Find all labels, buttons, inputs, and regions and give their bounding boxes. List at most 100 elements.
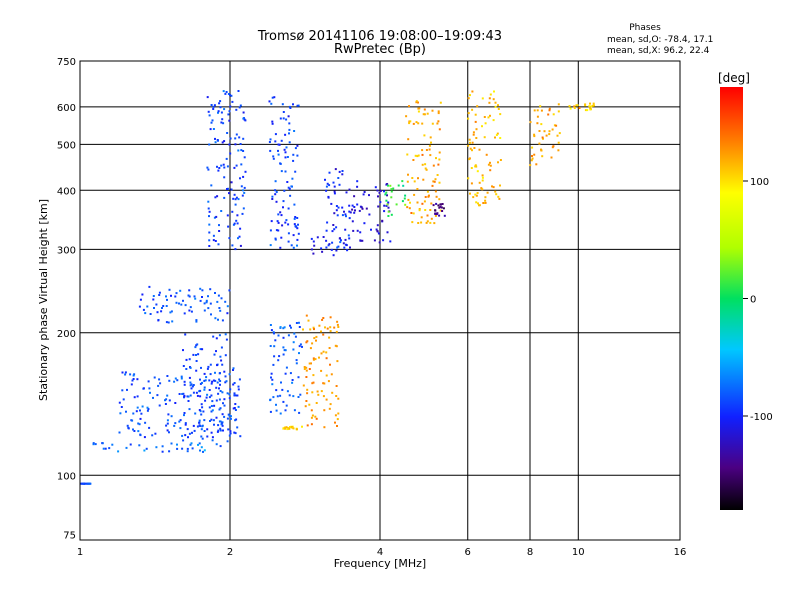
data-point <box>328 347 331 349</box>
data-point <box>287 115 290 118</box>
colorbar-tick-label: 0 <box>750 295 756 306</box>
data-point <box>176 379 179 382</box>
data-point <box>344 213 347 216</box>
data-point <box>285 219 288 222</box>
data-point <box>275 409 278 412</box>
data-point <box>487 163 490 166</box>
data-point <box>438 151 441 154</box>
data-point <box>239 227 242 230</box>
data-point <box>285 426 288 429</box>
data-point <box>197 443 199 446</box>
data-point <box>204 379 207 382</box>
data-point <box>166 298 168 301</box>
data-point <box>412 122 415 125</box>
data-point <box>340 239 342 242</box>
y-tick-label: 75 <box>63 530 76 541</box>
x-tick-label: 6 <box>465 547 471 558</box>
data-point <box>139 434 142 437</box>
data-point <box>282 353 285 356</box>
data-point <box>589 108 592 111</box>
data-point <box>218 372 221 375</box>
data-point <box>495 134 498 136</box>
data-point <box>575 104 578 107</box>
data-point <box>421 122 424 125</box>
data-point <box>230 415 232 418</box>
data-point <box>210 405 213 407</box>
data-point <box>191 447 194 450</box>
data-point <box>168 288 171 291</box>
data-point <box>271 378 274 381</box>
chart-subtitle: RwPretec (Bp) <box>334 42 426 57</box>
data-point <box>408 122 411 125</box>
data-point <box>438 158 441 161</box>
data-point <box>221 319 224 322</box>
data-point <box>293 130 296 132</box>
data-point <box>533 109 536 112</box>
data-point <box>269 244 272 247</box>
data-point <box>224 375 227 378</box>
data-point <box>315 335 318 338</box>
data-point <box>218 398 221 401</box>
data-point <box>354 209 356 212</box>
data-point <box>206 435 209 438</box>
data-point <box>234 248 237 251</box>
data-point <box>224 300 227 303</box>
data-point <box>184 423 187 426</box>
data-point <box>243 156 246 159</box>
data-point <box>142 387 145 390</box>
data-point <box>410 212 413 214</box>
data-point <box>327 380 330 383</box>
data-point <box>149 313 152 315</box>
data-point <box>274 133 277 136</box>
data-point <box>210 382 213 385</box>
data-point <box>221 118 224 121</box>
data-point <box>158 291 161 294</box>
data-point <box>200 413 203 416</box>
data-point <box>292 341 295 344</box>
data-point <box>437 204 440 207</box>
data-point <box>472 196 475 199</box>
data-point <box>161 445 164 448</box>
data-point <box>301 345 303 348</box>
data-point <box>535 163 538 166</box>
data-point <box>219 429 222 432</box>
data-point <box>337 245 340 248</box>
data-point <box>216 165 218 168</box>
colorbar-tick-label: 100 <box>750 177 769 188</box>
data-point <box>413 180 416 183</box>
data-point <box>474 120 477 123</box>
data-point <box>147 408 150 410</box>
data-point <box>121 389 124 392</box>
data-point <box>127 426 130 429</box>
data-point <box>209 302 212 305</box>
data-point <box>552 113 555 116</box>
data-point <box>169 311 172 314</box>
data-point <box>229 137 232 140</box>
data-point <box>132 378 135 380</box>
data-point <box>208 406 211 409</box>
data-point <box>324 326 326 329</box>
data-point <box>143 449 146 452</box>
data-point <box>276 220 279 223</box>
data-point <box>428 144 431 147</box>
data-point <box>337 177 340 179</box>
data-point <box>423 113 426 116</box>
data-point <box>219 380 222 382</box>
data-point <box>188 432 191 435</box>
data-point <box>118 431 121 434</box>
y-tick-label: 750 <box>57 57 76 68</box>
data-point <box>385 191 388 194</box>
data-point <box>156 394 159 397</box>
data-point <box>238 136 241 139</box>
data-point <box>548 133 551 136</box>
data-point <box>183 312 186 315</box>
data-point <box>347 234 350 237</box>
data-point <box>404 194 407 197</box>
data-point <box>237 198 240 201</box>
data-point <box>288 394 291 397</box>
data-point <box>557 141 560 144</box>
data-point <box>311 342 314 345</box>
data-point <box>318 356 320 359</box>
data-point <box>207 110 210 113</box>
data-point <box>311 414 314 417</box>
